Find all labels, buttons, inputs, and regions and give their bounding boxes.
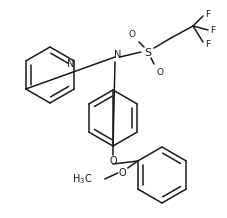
Text: N: N — [114, 50, 121, 60]
Text: S: S — [144, 48, 151, 58]
Text: F: F — [209, 26, 214, 34]
Text: O: O — [128, 29, 135, 39]
Text: N: N — [66, 59, 74, 69]
Text: O: O — [156, 68, 163, 77]
Text: F: F — [204, 39, 209, 48]
Text: O: O — [109, 156, 116, 166]
Text: $\mathregular{H_3C}$: $\mathregular{H_3C}$ — [72, 172, 92, 186]
Text: F: F — [204, 10, 209, 19]
Text: O: O — [118, 168, 126, 178]
